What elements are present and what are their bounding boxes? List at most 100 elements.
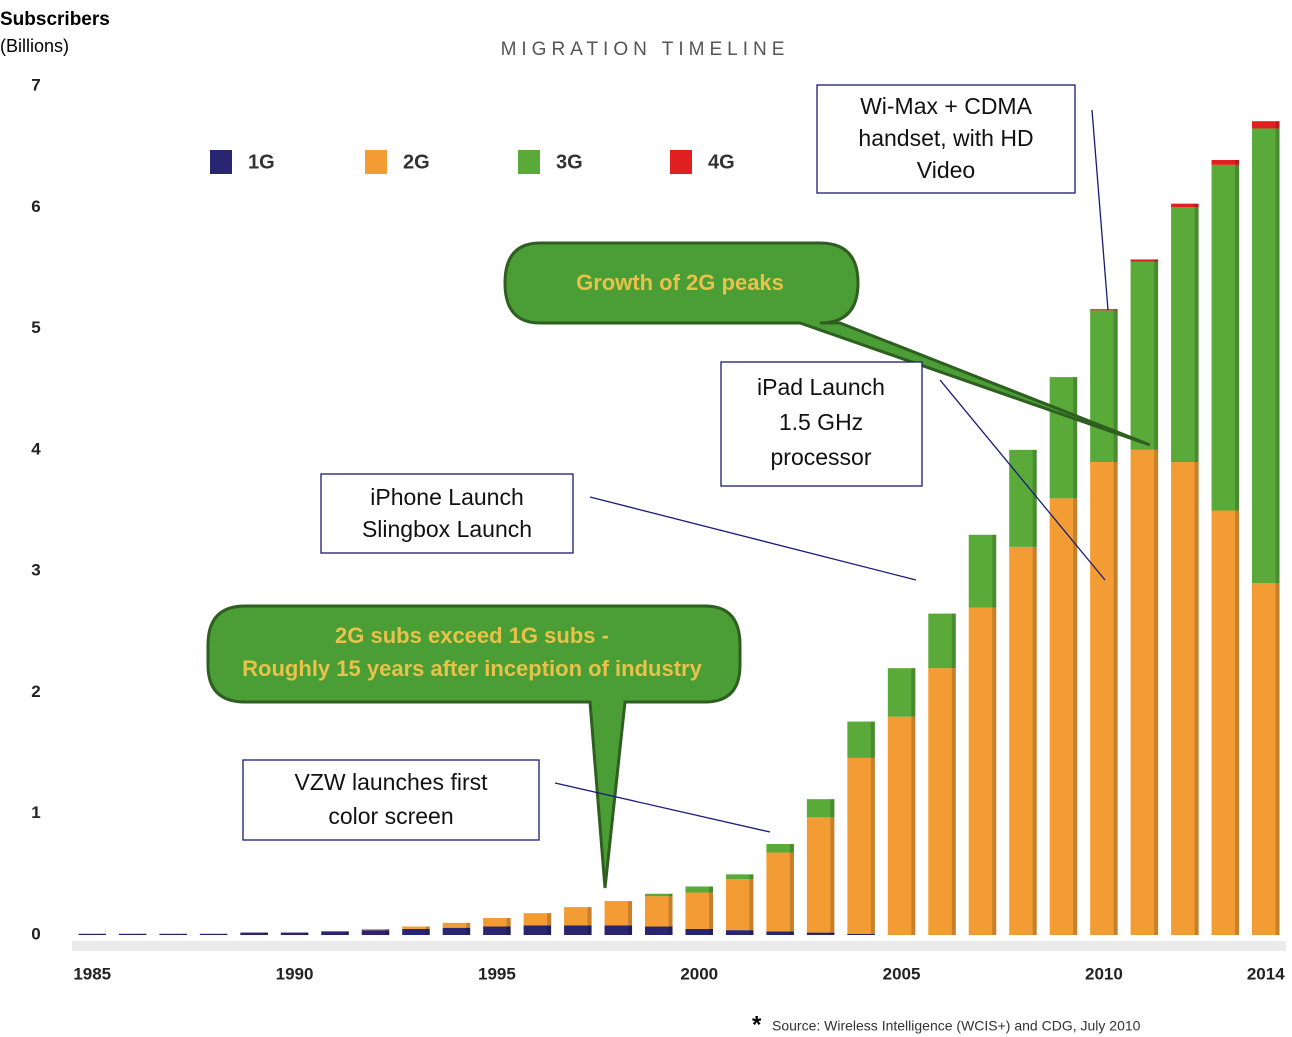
bar-segment xyxy=(199,933,228,935)
bar-segment xyxy=(1211,159,1240,165)
bar-segment xyxy=(1090,309,1118,311)
y-tick-label: 0 xyxy=(31,924,40,943)
bar-segment xyxy=(564,925,592,935)
bar-segment xyxy=(685,928,713,935)
legend-swatch xyxy=(365,150,387,174)
x-tick-label: 2014 xyxy=(1247,964,1285,983)
bar-segment xyxy=(361,928,390,931)
connector xyxy=(554,782,771,833)
bar-segment xyxy=(321,931,349,935)
bar-segment xyxy=(604,925,633,935)
bar-segment xyxy=(1252,583,1280,935)
connector xyxy=(1091,109,1109,311)
bar-segment xyxy=(766,931,794,935)
y-tick-label: 7 xyxy=(31,75,40,94)
bar-segment xyxy=(240,932,268,935)
bar-segment xyxy=(1090,310,1118,462)
annotation-text: Slingbox Launch xyxy=(362,516,532,542)
legend-swatch xyxy=(210,150,232,174)
bar-side xyxy=(1032,449,1037,935)
bar-segment xyxy=(604,901,633,926)
bar-segment xyxy=(1171,461,1199,935)
bar-segment xyxy=(968,607,997,935)
annotation-text: Wi-Max + CDMA xyxy=(860,93,1033,119)
bar-side xyxy=(870,721,875,935)
bar-segment xyxy=(523,925,552,935)
bar-segment xyxy=(685,892,713,929)
floor xyxy=(72,941,1286,951)
annotations: Wi-Max + CDMA handset, with HD Video Gro… xyxy=(206,84,1151,889)
bar-segment xyxy=(928,668,956,935)
bar-segment xyxy=(1171,203,1199,208)
bar-side xyxy=(223,933,228,935)
y-tick-label: 3 xyxy=(31,561,40,580)
connector xyxy=(589,496,917,581)
bar-segment xyxy=(1130,259,1159,262)
bar-segment xyxy=(1090,461,1118,935)
legend-label: 4G xyxy=(708,151,735,173)
bar-segment xyxy=(645,896,673,927)
bar-segment xyxy=(402,928,430,935)
bar-segment xyxy=(523,913,552,926)
bar-side xyxy=(1154,259,1159,935)
bar-segment xyxy=(766,852,794,932)
bar-segment xyxy=(280,932,309,935)
bar-side xyxy=(304,932,309,935)
bar-segment xyxy=(847,721,875,758)
y-tick-label: 1 xyxy=(31,803,40,822)
bar-side xyxy=(830,799,835,935)
bar-side xyxy=(506,918,511,935)
connector xyxy=(939,379,1106,581)
source-mark: * xyxy=(752,1011,762,1037)
callout-text: Growth of 2G peaks xyxy=(576,270,784,295)
bar-segment xyxy=(1252,121,1280,129)
callout-text: 2G subs exceed 1G subs - xyxy=(335,623,609,648)
bar-side xyxy=(425,926,430,935)
annotation-text: 1.5 GHz xyxy=(779,409,863,435)
bar-segment xyxy=(1130,261,1159,450)
x-tick-label: 2005 xyxy=(883,964,921,983)
bar-segment xyxy=(725,874,754,880)
annotation-text: processor xyxy=(771,444,872,470)
annotation-box xyxy=(816,84,1076,194)
bar-side xyxy=(1235,159,1240,936)
bar-segment xyxy=(806,817,835,933)
bar-side xyxy=(749,874,754,935)
y-tick-label: 5 xyxy=(31,318,40,337)
y-axis-unit: (Billions) xyxy=(0,36,69,56)
callout xyxy=(206,604,742,889)
source: Source: Wireless Intelligence (WCIS+) an… xyxy=(772,1018,1141,1034)
bar-segment xyxy=(78,933,106,935)
legend-swatch xyxy=(518,150,540,174)
bar-side xyxy=(1275,121,1280,936)
bar-segment xyxy=(361,930,390,935)
bar-side xyxy=(101,933,106,935)
y-tick-label: 4 xyxy=(31,439,41,458)
legend-label: 3G xyxy=(556,151,583,173)
bar-segment xyxy=(806,932,835,935)
bar-segment xyxy=(564,907,592,926)
annotation-text: iPad Launch xyxy=(757,374,885,400)
bar-segment xyxy=(483,918,511,927)
plot xyxy=(72,121,1286,951)
bar-segment xyxy=(1211,510,1240,935)
annotation-text: color screen xyxy=(328,803,453,829)
bar-side xyxy=(951,613,956,935)
bar-segment xyxy=(1130,449,1159,935)
annotation-text: iPhone Launch xyxy=(370,484,523,510)
bar-side xyxy=(628,901,633,935)
y-tick-label: 6 xyxy=(31,197,40,216)
y-axis-label: Subscribers xyxy=(0,9,110,30)
bar-side xyxy=(547,913,552,935)
bar-side xyxy=(789,844,794,935)
bar-segment xyxy=(1009,449,1037,547)
bar-segment xyxy=(847,757,875,934)
bar-side xyxy=(385,928,390,935)
bar-segment xyxy=(1009,546,1037,935)
y-tick-label: 2 xyxy=(31,682,40,701)
bar-segment xyxy=(1252,128,1280,584)
annotation-box xyxy=(320,473,574,554)
bar-segment xyxy=(483,926,511,935)
bar-segment xyxy=(847,933,875,935)
bar-segment xyxy=(1049,498,1078,935)
